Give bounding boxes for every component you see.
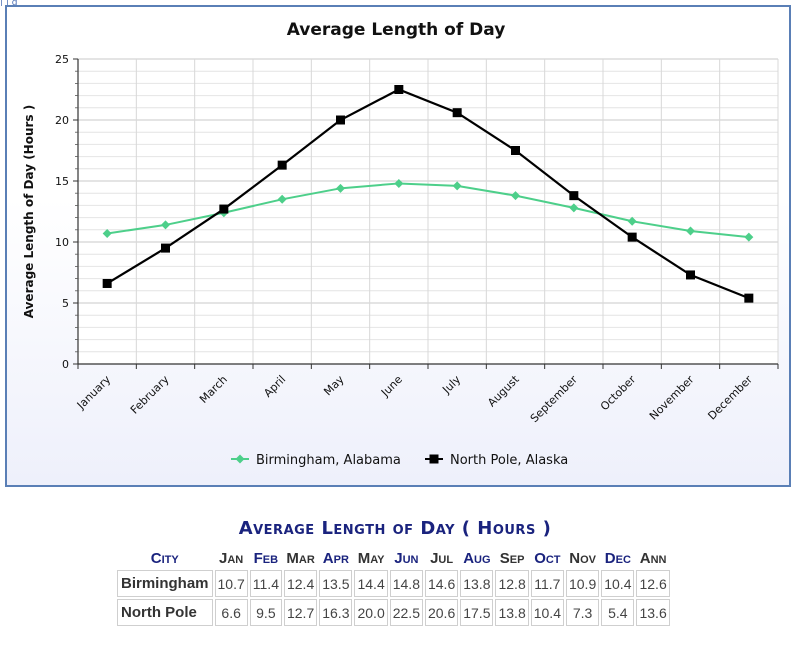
data-point-diamond (452, 181, 462, 191)
data-point-diamond (161, 220, 170, 230)
data-point-square (277, 160, 287, 170)
table-cell: 14.8 (389, 570, 423, 597)
table-cell: 13.8 (495, 599, 529, 626)
data-point-square (102, 278, 112, 288)
table-cell: 20.0 (354, 599, 388, 626)
x-tick-label: May (321, 373, 347, 399)
y-tick-label: 20 (55, 114, 69, 127)
data-point-square (511, 146, 520, 155)
table-cell: 20.6 (424, 599, 459, 626)
data-point-square (569, 191, 579, 201)
data-point-diamond (102, 228, 112, 238)
table-cell: 11.4 (249, 570, 282, 597)
column-header: Apr (322, 550, 349, 567)
data-point-square (686, 270, 695, 280)
y-tick-label: 0 (62, 358, 69, 371)
row-city: Birmingham (117, 570, 213, 597)
table-title: Average Length of Day ( Hours ) (238, 518, 552, 539)
table-cell: 11.7 (530, 570, 564, 597)
y-tick-label: 25 (55, 53, 69, 66)
column-header: Nov (569, 550, 596, 567)
data-point-diamond (744, 232, 754, 242)
x-tick-label: February (128, 373, 172, 417)
table-cell: 10.9 (565, 570, 600, 597)
x-tick-label: September (528, 373, 581, 426)
column-header: City (150, 550, 179, 567)
table-body: Birmingham 10.7 11.4 12.4 13.5 14.4 14.8 14.6 13… (117, 570, 670, 626)
table-cell: 13.8 (460, 570, 494, 597)
table-cell: 13.5 (319, 570, 353, 597)
table-cell: 12.4 (283, 570, 318, 597)
data-point-square (219, 204, 229, 214)
table-cell: 12.6 (636, 570, 670, 597)
data-point-square (627, 232, 637, 242)
column-header: Ann (639, 550, 667, 567)
table-cell: 10.4 (530, 599, 564, 626)
table-cell: 5.4 (601, 599, 635, 626)
column-header: Dec (604, 550, 631, 567)
column-header: Jul (430, 550, 454, 567)
y-tick-label: 5 (62, 297, 69, 310)
table-cell: 12.7 (283, 599, 318, 626)
table-cell: 6.6 (214, 599, 248, 626)
column-header: Jun (394, 550, 419, 567)
series-line (106, 88, 750, 300)
column-header: Jan (219, 550, 244, 567)
data-point-diamond (686, 226, 695, 236)
legend-marker-diamond (235, 454, 245, 464)
table-cell: 14.6 (424, 570, 459, 597)
y-axis-label: Average Length of Day (Hours ) (22, 105, 36, 319)
x-tick-label: October (598, 373, 639, 414)
y-tick-label: 10 (55, 236, 69, 249)
data-point-diamond (569, 203, 579, 213)
column-header: Mar (286, 550, 315, 567)
chart-title: Average Length of Day (287, 20, 506, 40)
x-tick-label: June (378, 373, 405, 400)
x-tick-label: March (197, 373, 230, 406)
x-tick-label: August (485, 372, 522, 409)
legend-label: Birmingham, Alabama (256, 453, 401, 468)
column-header: May (357, 550, 385, 567)
x-tick-label: December (705, 373, 755, 423)
x-tick-label: January (74, 373, 114, 413)
data-point-diamond (336, 183, 345, 193)
table-cell: 9.5 (249, 599, 282, 626)
table-row: North Pole 6.6 9.5 12.7 16.3 20.0 22.5 20.6 17.5… (117, 599, 670, 626)
table-cell: 17.5 (460, 599, 494, 626)
data-point-diamond (394, 178, 404, 188)
table-cell: 14.4 (354, 570, 388, 597)
table-cell: 10.4 (601, 570, 635, 597)
table-header-row: City Jan Feb Mar Apr May Jun Jul Aug Sep Oct Nov Dec… (117, 549, 670, 568)
legend-marker-square (429, 454, 439, 464)
data-point-square (336, 115, 345, 125)
legend-label: North Pole, Alaska (450, 453, 568, 468)
x-tick-label: July (439, 373, 463, 397)
page-fragment: | | g (0, 0, 18, 6)
data-point-square (452, 108, 462, 118)
data-point-square (744, 293, 754, 303)
column-header: Sep (499, 550, 525, 567)
y-tick-label: 15 (55, 175, 69, 188)
line-chart: Average Length of Day 0 5 10 15 20 25 January Fe… (22, 20, 779, 468)
x-tick-label: November (647, 373, 697, 423)
data-point-diamond (277, 194, 287, 204)
data-point-square (394, 85, 404, 94)
table-cell: 7.3 (565, 599, 600, 626)
table-cell: 12.8 (495, 570, 529, 597)
column-header: Feb (253, 550, 279, 567)
table-cell: 13.6 (636, 599, 670, 626)
column-header: Oct (534, 550, 561, 567)
data-point-square (161, 243, 170, 253)
table-cell: 22.5 (389, 599, 423, 626)
x-tick-label: April (261, 373, 288, 400)
table-cell: 10.7 (214, 570, 248, 597)
chart-panel: Average Length of Day 0 5 10 15 20 25 January Fe… (5, 5, 791, 487)
row-city: North Pole (117, 599, 213, 626)
data-table: City Jan Feb Mar Apr May Jun Jul Aug Sep Oct Nov Dec… (115, 547, 672, 628)
data-point-diamond (627, 216, 637, 226)
table-row: Birmingham 10.7 11.4 12.4 13.5 14.4 14.8 14.6 13… (117, 570, 670, 597)
data-point-diamond (511, 191, 520, 201)
column-header: Aug (463, 550, 491, 567)
table-cell: 16.3 (319, 599, 353, 626)
